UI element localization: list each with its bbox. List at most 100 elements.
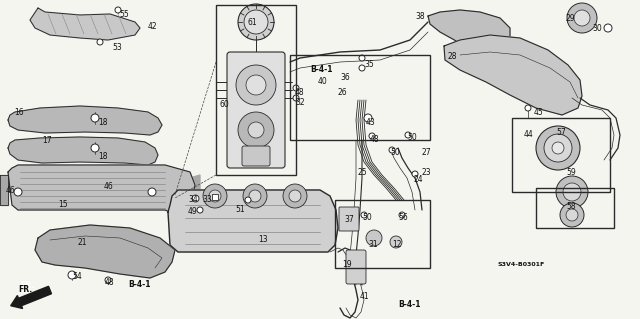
Text: 27: 27: [422, 148, 431, 157]
Text: 24: 24: [414, 175, 424, 184]
Circle shape: [14, 188, 22, 196]
Circle shape: [97, 39, 103, 45]
Text: 28: 28: [448, 52, 458, 61]
Text: 45: 45: [534, 108, 544, 117]
Bar: [335, 200, 430, 268]
Text: 53: 53: [112, 43, 122, 52]
Circle shape: [248, 122, 264, 138]
Polygon shape: [8, 137, 158, 165]
Text: 54: 54: [72, 272, 82, 281]
Circle shape: [293, 95, 299, 101]
Text: B-4-1: B-4-1: [310, 65, 333, 74]
Text: 40: 40: [318, 77, 328, 86]
Text: 48: 48: [370, 135, 380, 144]
Text: 50: 50: [362, 213, 372, 222]
Circle shape: [91, 114, 99, 122]
Text: 41: 41: [360, 292, 370, 301]
Circle shape: [238, 4, 274, 40]
Text: S3V4-B0301F: S3V4-B0301F: [498, 262, 545, 267]
Circle shape: [245, 197, 251, 203]
Text: 36: 36: [340, 73, 349, 82]
Circle shape: [399, 212, 405, 218]
Circle shape: [369, 133, 375, 139]
Circle shape: [574, 10, 590, 26]
Circle shape: [566, 209, 578, 221]
Polygon shape: [428, 10, 510, 50]
Circle shape: [389, 147, 395, 153]
Circle shape: [359, 65, 365, 71]
Circle shape: [197, 207, 203, 213]
Circle shape: [246, 75, 266, 95]
Circle shape: [236, 65, 276, 105]
Circle shape: [105, 277, 111, 283]
Circle shape: [249, 190, 261, 202]
Circle shape: [68, 271, 76, 279]
Bar: [216, 5, 296, 175]
Text: 30: 30: [592, 24, 602, 33]
Text: 50: 50: [407, 133, 417, 142]
Text: 33: 33: [202, 195, 212, 204]
Text: B-4-1: B-4-1: [128, 280, 150, 289]
Text: 37: 37: [344, 215, 354, 224]
Circle shape: [552, 142, 564, 154]
Text: 31: 31: [368, 240, 378, 249]
Circle shape: [244, 10, 268, 34]
Bar: [512, 118, 610, 192]
Text: 50: 50: [390, 148, 400, 157]
Polygon shape: [35, 225, 175, 278]
Text: 49: 49: [188, 207, 198, 216]
Circle shape: [361, 212, 367, 218]
Text: FR.: FR.: [20, 281, 34, 291]
Text: 44: 44: [524, 130, 534, 139]
Text: 59: 59: [566, 168, 576, 177]
Text: 43: 43: [366, 118, 376, 127]
Circle shape: [567, 3, 597, 33]
Circle shape: [366, 230, 382, 246]
Text: 17: 17: [42, 136, 52, 145]
Polygon shape: [190, 175, 200, 210]
Circle shape: [115, 7, 121, 13]
Circle shape: [243, 184, 267, 208]
Polygon shape: [8, 106, 162, 135]
Circle shape: [293, 85, 299, 91]
Polygon shape: [0, 175, 8, 205]
Text: 38: 38: [415, 12, 424, 21]
Text: 42: 42: [148, 22, 157, 31]
Text: 58: 58: [566, 202, 575, 211]
Text: 34: 34: [188, 195, 198, 204]
Circle shape: [91, 144, 99, 152]
Circle shape: [536, 126, 580, 170]
Text: 26: 26: [338, 88, 348, 97]
Circle shape: [560, 203, 584, 227]
FancyBboxPatch shape: [339, 207, 359, 231]
Text: 23: 23: [422, 168, 431, 177]
Text: 46: 46: [6, 186, 16, 195]
Text: 19: 19: [342, 260, 351, 269]
Polygon shape: [30, 8, 140, 40]
Text: 48: 48: [105, 278, 115, 287]
Text: 32: 32: [295, 98, 305, 107]
Text: 29: 29: [566, 14, 575, 23]
Text: 35: 35: [364, 60, 374, 69]
Text: FR.: FR.: [18, 285, 32, 294]
Circle shape: [238, 112, 274, 148]
FancyBboxPatch shape: [242, 146, 270, 166]
Circle shape: [359, 55, 365, 61]
Circle shape: [364, 114, 372, 122]
FancyBboxPatch shape: [227, 52, 285, 168]
Text: 57: 57: [556, 128, 566, 137]
Text: 56: 56: [398, 213, 408, 222]
Circle shape: [563, 183, 581, 201]
Text: 46: 46: [104, 182, 114, 191]
Circle shape: [203, 184, 227, 208]
Polygon shape: [168, 190, 338, 252]
Text: 13: 13: [258, 235, 268, 244]
Circle shape: [556, 176, 588, 208]
FancyArrow shape: [11, 286, 51, 308]
Circle shape: [390, 236, 402, 248]
Text: 25: 25: [358, 168, 367, 177]
Text: 18: 18: [98, 152, 108, 161]
Text: 16: 16: [14, 108, 24, 117]
Circle shape: [604, 24, 612, 32]
Text: B-4-1: B-4-1: [398, 300, 420, 309]
